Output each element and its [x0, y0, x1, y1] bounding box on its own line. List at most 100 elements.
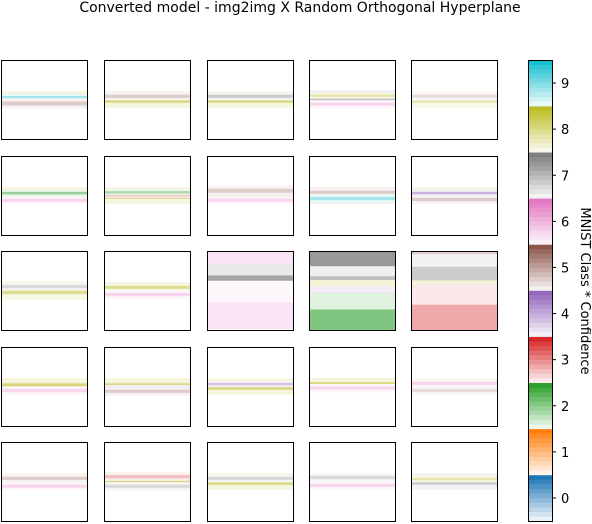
colorbar-segment — [528, 452, 552, 457]
colorbar-segment — [528, 378, 552, 383]
class-band — [207, 302, 293, 329]
colorbar-segment — [528, 383, 552, 388]
colorbar-tick-label: 2 — [561, 400, 569, 415]
class-band — [207, 189, 293, 193]
class-band — [1, 485, 87, 488]
colorbar-segment — [528, 355, 552, 360]
colorbar-segment — [528, 327, 552, 332]
class-band — [1, 477, 87, 480]
colorbar-segment — [528, 203, 552, 208]
colorbar-segment — [528, 346, 552, 351]
colorbar-segment — [528, 433, 552, 438]
colorbar-segment — [528, 217, 552, 222]
colorbar-segment — [528, 198, 552, 203]
colorbar-segment — [528, 332, 552, 337]
colorbar-segment — [528, 373, 552, 378]
colorbar-segment — [528, 286, 552, 291]
colorbar-segment — [528, 166, 552, 171]
class-band — [309, 484, 395, 487]
class-band — [309, 309, 395, 330]
class-band — [1, 192, 87, 194]
colorbar-segment — [528, 387, 552, 392]
class-band — [104, 293, 190, 296]
colorbar-segment — [528, 78, 552, 83]
colorbar-segment — [528, 194, 552, 199]
colorbar-segment — [528, 129, 552, 134]
colorbar-segment — [528, 420, 552, 425]
colorbar-segment — [528, 180, 552, 185]
colorbar-segment — [528, 323, 552, 328]
class-band — [207, 95, 293, 98]
class-band — [1, 199, 87, 202]
colorbar-segment — [528, 456, 552, 461]
colorbar-segment — [528, 424, 552, 429]
colorbar-segment — [528, 231, 552, 236]
colorbar-segment — [528, 429, 552, 434]
colorbar-segment — [528, 88, 552, 93]
chart-title: Converted model - img2img X Random Ortho… — [79, 0, 520, 16]
colorbar-segment — [528, 507, 552, 512]
colorbar-segment — [528, 415, 552, 420]
colorbar-segment — [528, 360, 552, 365]
colorbar-segment — [528, 152, 552, 157]
colorbar-segment — [528, 111, 552, 116]
colorbar-segment — [528, 69, 552, 74]
colorbar-segment — [528, 240, 552, 245]
colorbar-segment — [528, 475, 552, 480]
class-band — [104, 485, 190, 488]
colorbar-segment — [528, 512, 552, 517]
colorbar-segment — [528, 134, 552, 139]
colorbar-segment — [528, 157, 552, 162]
colorbar-segment — [528, 120, 552, 125]
colorbar-segment — [528, 106, 552, 111]
colorbar-segment — [528, 364, 552, 369]
class-band — [411, 95, 497, 98]
colorbar-segment — [528, 65, 552, 70]
colorbar-segment — [528, 235, 552, 240]
colorbar-segment — [528, 249, 552, 254]
colorbar-tick-label: 9 — [561, 77, 569, 92]
class-band — [207, 199, 293, 202]
colorbar-segment — [528, 171, 552, 176]
colorbar-segment — [528, 341, 552, 346]
colorbar-segment — [528, 484, 552, 489]
colorbar-tick-label: 6 — [561, 215, 569, 230]
colorbar-segment — [528, 337, 552, 342]
colorbar-segment — [528, 254, 552, 259]
colorbar-segment — [528, 397, 552, 402]
colorbar-segment — [528, 480, 552, 485]
colorbar-segment — [528, 212, 552, 217]
colorbar-segment — [528, 304, 552, 309]
colorbar-segment — [528, 498, 552, 503]
colorbar-segment — [528, 221, 552, 226]
class-band — [104, 95, 190, 98]
colorbar-segment — [528, 493, 552, 498]
colorbar-segment — [528, 369, 552, 374]
colorbar-segment — [528, 148, 552, 153]
class-band — [207, 383, 293, 385]
colorbar-tick-label: 4 — [561, 308, 569, 323]
class-band — [207, 477, 293, 480]
colorbar-segment — [528, 184, 552, 189]
colorbar-segment — [528, 208, 552, 213]
colorbar-segment — [528, 503, 552, 508]
class-band — [309, 191, 395, 194]
colorbar-segment — [528, 516, 552, 521]
colorbar-segment — [528, 466, 552, 471]
colorbar-segment — [528, 350, 552, 355]
colorbar-tick-label: 7 — [561, 169, 569, 184]
colorbar-segment — [528, 272, 552, 277]
colorbar-segment — [528, 489, 552, 494]
colorbar-tick-label: 8 — [561, 123, 569, 138]
class-band — [104, 475, 190, 478]
class-band — [1, 101, 87, 105]
colorbar-segment — [528, 314, 552, 319]
colorbar-segment — [528, 97, 552, 102]
colorbar-segment — [528, 125, 552, 130]
colorbar-segment — [528, 277, 552, 282]
colorbar-segment — [528, 74, 552, 79]
colorbar-segment — [528, 461, 552, 466]
colorbar-segment — [528, 447, 552, 452]
